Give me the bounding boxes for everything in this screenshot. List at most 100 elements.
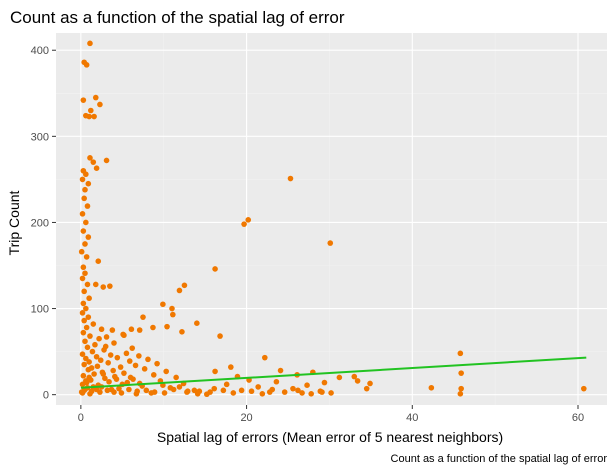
data-point <box>118 390 125 396</box>
data-point <box>87 333 93 339</box>
data-point <box>93 386 100 393</box>
data-point <box>82 241 88 247</box>
data-point <box>80 264 87 271</box>
y-tick-label: 200 <box>31 217 49 229</box>
x-tick-label: 20 <box>240 412 252 424</box>
data-point <box>164 323 170 330</box>
data-point <box>129 345 136 351</box>
data-point <box>110 367 116 374</box>
x-tick-label: 60 <box>572 412 584 424</box>
data-point <box>126 386 132 393</box>
data-point <box>82 186 88 193</box>
data-point <box>92 341 98 348</box>
data-point <box>98 326 105 333</box>
data-point <box>78 248 85 255</box>
data-points <box>78 40 587 398</box>
y-axis: 0 100 200 300 400 <box>31 45 56 402</box>
data-point <box>295 387 301 394</box>
data-point <box>103 334 110 340</box>
data-point <box>181 282 188 289</box>
data-point <box>84 281 91 288</box>
data-point <box>212 368 218 375</box>
data-point <box>127 374 134 381</box>
data-point <box>79 351 86 357</box>
data-point <box>299 390 305 396</box>
data-point <box>85 234 92 240</box>
data-point <box>80 329 87 336</box>
data-point <box>103 157 110 164</box>
data-point <box>287 175 294 182</box>
data-point <box>150 324 156 331</box>
data-point <box>117 364 124 370</box>
data-point <box>114 354 121 361</box>
data-point <box>163 368 169 375</box>
data-point <box>81 361 87 368</box>
data-point <box>194 391 201 397</box>
data-point <box>80 300 87 307</box>
data-point <box>111 389 117 395</box>
data-point <box>92 281 99 288</box>
grid-lines <box>56 33 607 405</box>
x-axis-title: Spatial lag of errors (Mean error of 5 n… <box>157 429 503 445</box>
data-point <box>154 360 160 367</box>
data-point <box>179 329 185 335</box>
data-point <box>83 219 89 226</box>
data-point <box>176 287 183 294</box>
trend-line <box>80 356 587 389</box>
data-point <box>87 155 93 161</box>
data-point <box>194 320 200 326</box>
data-point <box>136 353 142 359</box>
data-point <box>126 358 133 364</box>
data-point <box>94 363 101 370</box>
data-point <box>90 321 97 327</box>
data-point <box>255 384 261 390</box>
data-point <box>116 385 122 392</box>
data-point <box>82 270 88 277</box>
data-point <box>140 314 146 320</box>
data-point <box>277 367 284 374</box>
data-point <box>79 176 86 183</box>
data-point <box>123 350 130 357</box>
data-point <box>207 389 213 395</box>
data-point <box>109 327 116 333</box>
data-point <box>89 348 96 355</box>
data-point <box>82 338 88 345</box>
data-point <box>81 288 87 295</box>
data-point <box>217 333 223 339</box>
data-point <box>91 113 97 120</box>
data-point <box>121 332 127 339</box>
data-point <box>170 386 177 393</box>
data-point <box>101 347 107 353</box>
data-point <box>104 387 111 394</box>
data-point <box>336 374 343 381</box>
data-point <box>96 335 102 342</box>
data-point <box>458 385 464 392</box>
data-point <box>79 211 86 217</box>
data-point <box>97 357 104 364</box>
data-point <box>88 388 95 395</box>
data-point <box>212 266 218 272</box>
data-point <box>136 327 143 333</box>
data-point <box>428 384 435 391</box>
data-point <box>367 380 373 387</box>
data-point <box>88 107 94 114</box>
data-point <box>79 275 86 282</box>
data-point <box>160 301 166 308</box>
data-point <box>107 283 113 289</box>
data-point <box>90 159 97 165</box>
plot-panel <box>56 33 607 405</box>
x-axis: 0 20 40 60 <box>78 405 584 424</box>
data-point <box>161 390 168 396</box>
data-point <box>107 352 114 358</box>
data-point <box>83 254 90 260</box>
data-point <box>457 350 464 357</box>
data-point <box>290 385 296 392</box>
data-point <box>83 62 90 68</box>
data-point <box>83 324 90 331</box>
data-point <box>173 374 179 381</box>
data-point <box>86 113 92 120</box>
data-point <box>259 391 266 397</box>
data-point <box>93 353 100 360</box>
